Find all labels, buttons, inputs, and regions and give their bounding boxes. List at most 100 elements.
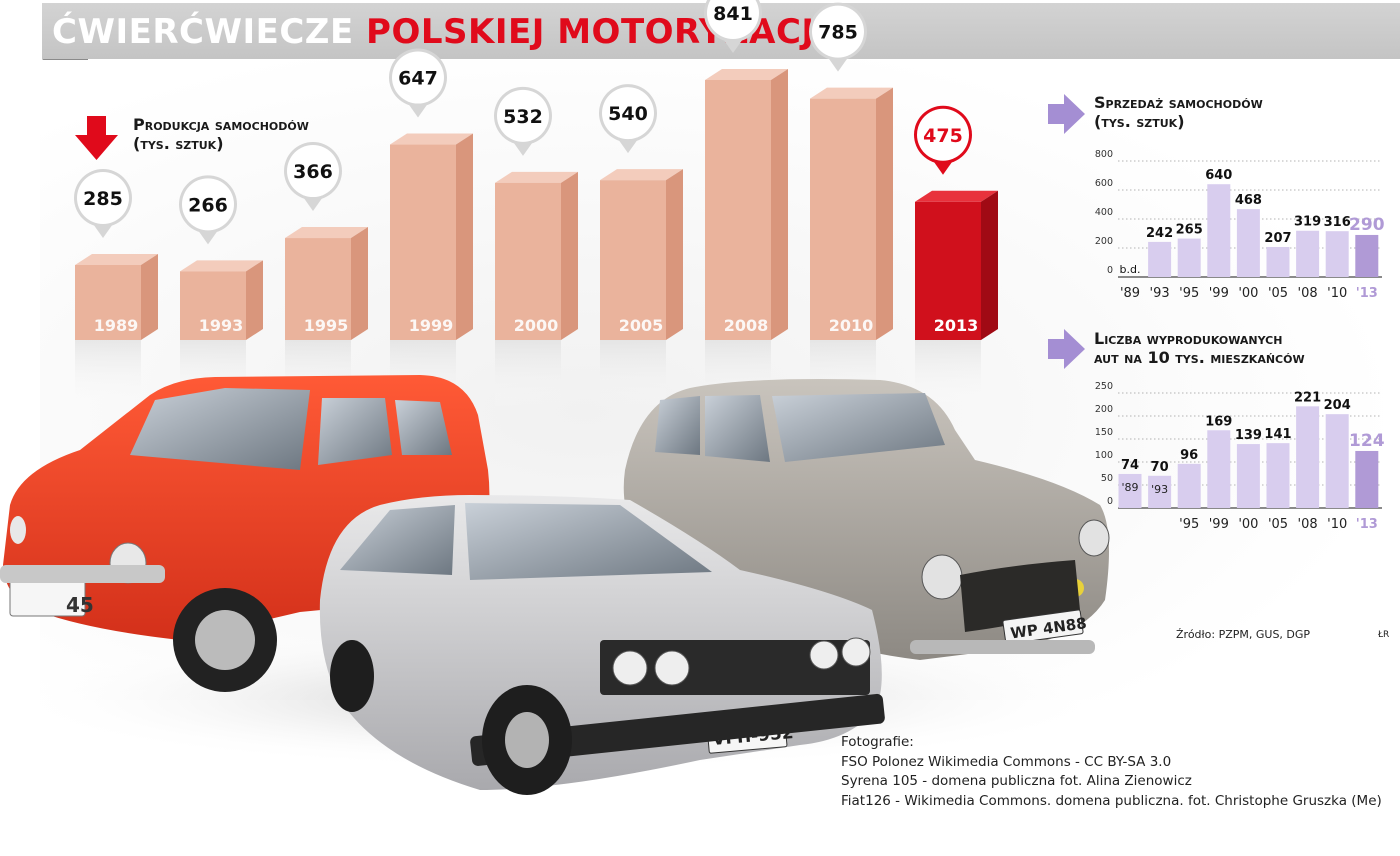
production-value-bubble: 841 <box>704 0 762 53</box>
density-bar-'13 <box>1355 450 1379 508</box>
sales-ytick-label: 800 <box>1095 149 1113 160</box>
production-bar-top <box>180 260 263 272</box>
sales-bar-'99 <box>1207 184 1231 277</box>
production-bar-front <box>600 180 666 340</box>
sales-category-label: '13 <box>1356 286 1378 301</box>
density-value-label: 96 <box>1180 448 1198 463</box>
density-category-label: '99 <box>1209 517 1229 532</box>
production-bar-side <box>246 260 263 340</box>
density-heading-line-1: Liczba wyprodukowanych <box>1094 329 1283 348</box>
production-bar-2013: 2013 <box>915 190 998 410</box>
density-category-label: '13 <box>1356 517 1378 532</box>
photo-credit-fiat126: Fiat126 - Wikimedia Commons. domena publ… <box>841 792 1382 809</box>
production-value-label: 841 <box>713 3 753 25</box>
density-ytick-label: 200 <box>1095 404 1113 415</box>
production-value-bubble: 647 <box>389 48 447 118</box>
production-bubble-fill <box>497 89 549 142</box>
production-bar-2010: 2010 <box>810 87 893 410</box>
production-bar-front <box>705 80 771 340</box>
production-bar-top <box>600 169 683 181</box>
production-bar-2008: 2008 <box>705 69 788 410</box>
production-bar-top <box>495 171 578 183</box>
density-chart: 0 50 100 150 200 250 74 '89 70 '93 96 '95 169 '99 139 '… <box>1095 381 1385 532</box>
density-value-label: 74 <box>1121 458 1139 473</box>
production-value-bubble: 266 <box>179 175 237 245</box>
sales-bar-'10 <box>1325 231 1349 277</box>
production-bar-front <box>390 144 456 340</box>
production-bar-top <box>75 254 158 265</box>
fiat-plate: 45 <box>66 593 94 617</box>
sales-value-label: 319 <box>1294 215 1321 230</box>
density-category-label: '05 <box>1268 517 1288 532</box>
sales-category-label: '08 <box>1298 286 1318 301</box>
density-bar-'89 <box>1118 473 1142 508</box>
production-bubble-fill <box>602 87 654 140</box>
density-category-label: '89 <box>1121 481 1138 494</box>
density-lavender-right-arrow-icon <box>1048 329 1085 369</box>
production-bar-top <box>705 69 788 80</box>
sales-ytick-label: 0 <box>1107 265 1113 276</box>
production-year-label: 2000 <box>514 316 559 335</box>
production-year-label: 1999 <box>409 316 454 335</box>
density-bar-'99 <box>1207 430 1231 508</box>
production-bar-top <box>915 190 998 202</box>
production-bar-side <box>351 227 368 340</box>
density-ytick-label: 150 <box>1095 427 1113 438</box>
silver-polonez-car-icon: VFH-952 <box>319 495 885 795</box>
production-year-label: 1989 <box>94 316 139 335</box>
sales-ytick-label: 600 <box>1095 178 1113 189</box>
production-bubble-fill <box>77 172 129 224</box>
production-heading-line-2: (tys. sztuk) <box>133 134 224 153</box>
sales-bar-'00 <box>1236 209 1260 277</box>
production-bar-front <box>495 182 561 340</box>
sales-bar-'95 <box>1177 238 1201 277</box>
sales-value-label: 242 <box>1146 226 1173 241</box>
sales-value-label: 316 <box>1324 215 1351 230</box>
production-value-label: 785 <box>818 22 858 44</box>
production-year-label: 2010 <box>829 316 874 335</box>
production-bar-front <box>810 98 876 341</box>
density-bar-'08 <box>1296 406 1320 508</box>
production-bar-side <box>561 171 578 340</box>
sales-category-label: '99 <box>1209 286 1229 301</box>
production-value-label: 647 <box>398 68 438 90</box>
source-label: Źródło: PZPM, GUS, DGP <box>1176 628 1311 641</box>
density-value-label: 70 <box>1151 460 1169 475</box>
production-heading-line-1: Produkcja samochodów <box>133 115 309 134</box>
sales-bar-'93 <box>1148 241 1172 277</box>
production-bar-front <box>915 201 981 340</box>
sales-heading-line-2: (tys. sztuk) <box>1094 112 1185 131</box>
red-down-arrow-icon <box>75 116 118 160</box>
photo-credits-heading: Fotografie: <box>841 734 914 750</box>
density-value-label: 141 <box>1264 427 1291 442</box>
density-bar-'95 <box>1177 463 1201 508</box>
sales-bar-'08 <box>1296 230 1320 277</box>
sales-category-label: '89 <box>1120 286 1140 301</box>
density-category-label: '08 <box>1298 517 1318 532</box>
production-value-label: 366 <box>293 161 333 183</box>
production-bar-reflection <box>495 340 561 410</box>
production-value-bubble: 532 <box>494 86 552 156</box>
production-bar-2005: 2005 <box>600 169 683 410</box>
production-bar-reflection <box>600 340 666 410</box>
sales-heading: Sprzedaż samochodów (tys. sztuk) <box>1094 93 1263 131</box>
sales-value-label: 468 <box>1235 193 1262 208</box>
density-category-label: '10 <box>1327 517 1347 532</box>
density-ytick-label: 250 <box>1095 381 1113 392</box>
production-value-label: 266 <box>188 194 228 216</box>
density-ytick-label: 0 <box>1107 496 1113 507</box>
sales-bar-'05 <box>1266 246 1290 277</box>
sales-category-label: '93 <box>1150 286 1170 301</box>
production-bar-front <box>285 238 351 340</box>
production-bar-side <box>876 87 893 341</box>
photo-credits: Fotografie: FSO Polonez Wikimedia Common… <box>841 733 1382 811</box>
sales-value-label: 290 <box>1349 215 1385 235</box>
sales-value-label: b.d. <box>1120 263 1141 276</box>
title-part-1: ĆWIERĆWIECZE <box>52 12 354 52</box>
sales-chart: 0 200 400 600 800 b.d. '89 242 '93 265 '95 640 '99 46… <box>1095 149 1385 301</box>
photo-credit-syrena: Syrena 105 - domena publiczna fot. Alina… <box>841 773 1192 789</box>
density-bar-'93 <box>1148 475 1172 508</box>
production-value-label: 532 <box>503 106 543 128</box>
production-year-label: 2013 <box>934 316 979 335</box>
production-bar-top <box>390 133 473 145</box>
